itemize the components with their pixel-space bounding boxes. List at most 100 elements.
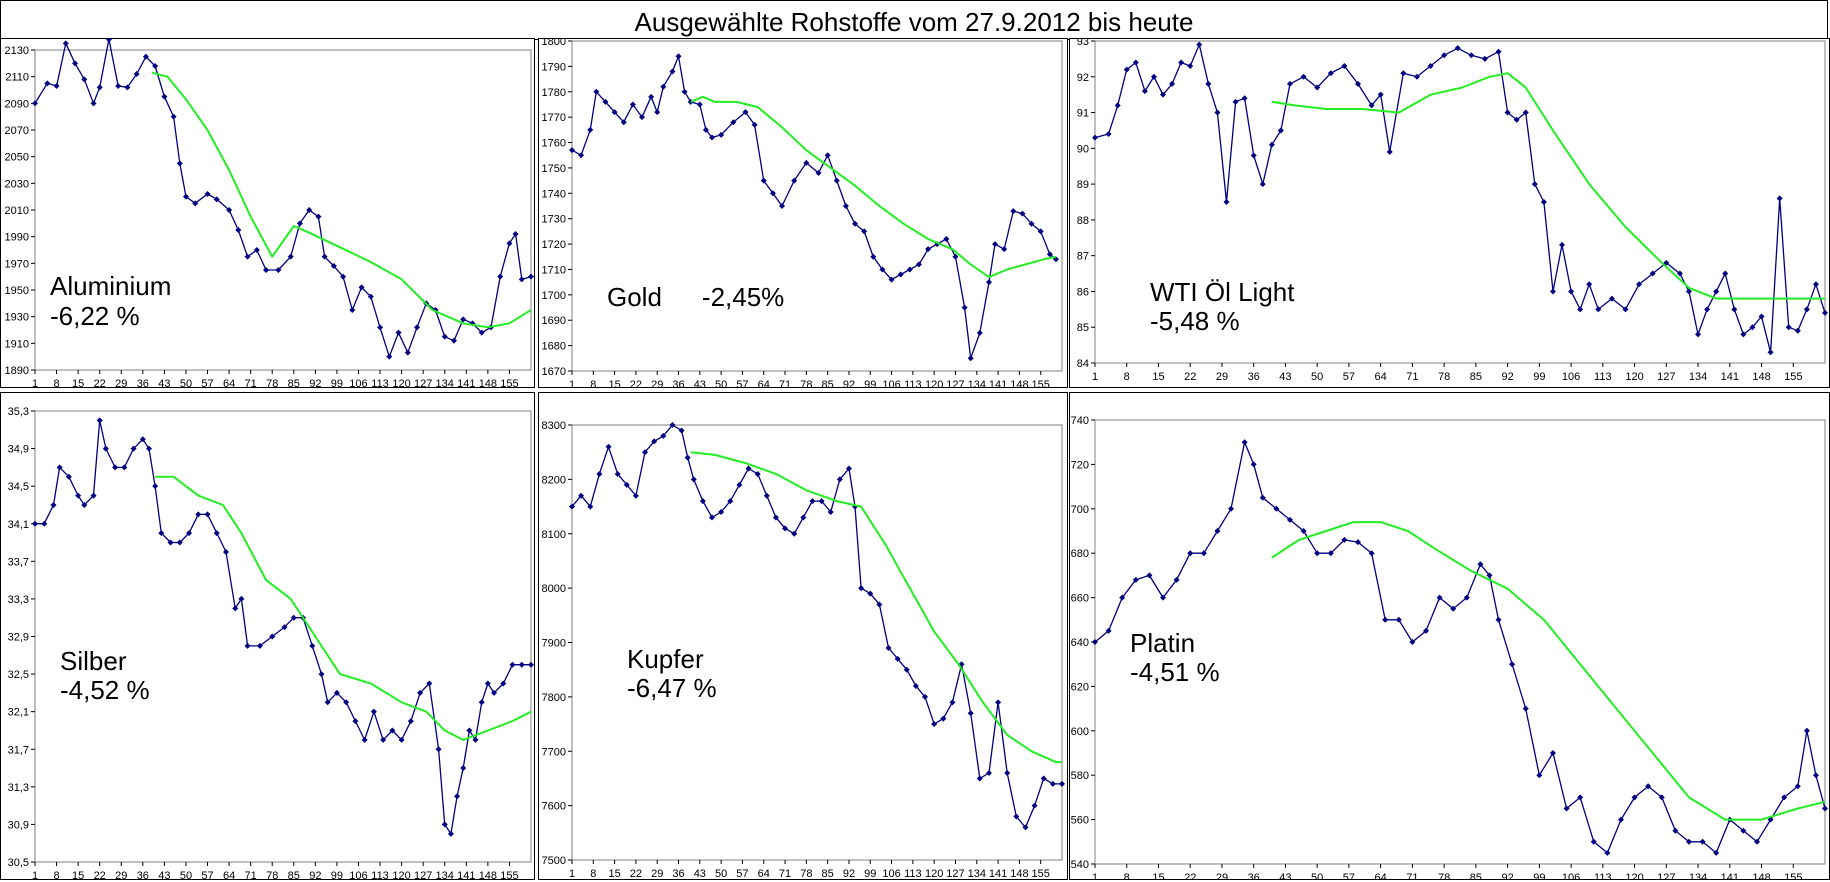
data-point-marker xyxy=(81,501,88,508)
data-point-marker xyxy=(718,509,725,515)
data-point-marker xyxy=(53,83,60,89)
x-tick-label: 71 xyxy=(1406,872,1418,880)
page-title: Ausgewählte Rohstoffe vom 27.9.2012 bis … xyxy=(634,7,1194,37)
data-point-marker xyxy=(961,304,968,311)
x-tick-label: 43 xyxy=(1279,371,1291,383)
data-point-marker xyxy=(1123,66,1130,73)
y-tick-label: 32,1 xyxy=(8,707,29,719)
x-tick-label: 8 xyxy=(1124,872,1130,880)
data-point-marker xyxy=(407,718,414,725)
data-point-marker xyxy=(1286,516,1293,523)
commodity-change-label: -4,51 % xyxy=(1130,657,1220,687)
y-tick-label: 2130 xyxy=(5,45,29,57)
data-point-marker xyxy=(1509,661,1516,668)
x-tick-label: 120 xyxy=(1625,872,1643,880)
data-point-marker xyxy=(75,492,82,499)
data-point-marker xyxy=(1454,45,1461,52)
data-point-marker xyxy=(1169,80,1176,87)
data-point-marker xyxy=(1413,73,1420,80)
x-tick-label: 71 xyxy=(245,378,257,388)
data-point-marker xyxy=(102,445,109,452)
data-point-marker xyxy=(176,160,183,167)
data-point-marker xyxy=(269,633,276,640)
data-point-marker xyxy=(349,307,356,313)
data-point-marker xyxy=(1196,41,1203,48)
data-point-marker xyxy=(1695,331,1702,338)
data-point-marker xyxy=(466,727,473,734)
y-tick-label: 34,5 xyxy=(8,481,29,493)
x-tick-label: 92 xyxy=(309,870,321,880)
y-tick-label: 1580 xyxy=(1069,770,1089,782)
data-point-marker xyxy=(1549,288,1556,295)
x-tick-label: 1 xyxy=(32,870,38,880)
data-point-marker xyxy=(879,266,886,273)
data-point-marker xyxy=(1822,805,1828,812)
data-point-marker xyxy=(596,470,603,477)
data-point-marker xyxy=(1704,306,1711,313)
x-tick-label: 43 xyxy=(694,379,706,388)
x-tick-label: 22 xyxy=(94,870,106,880)
data-point-marker xyxy=(727,498,734,505)
data-point-marker xyxy=(1577,794,1584,801)
x-tick-label: 57 xyxy=(201,378,213,388)
data-point-marker xyxy=(1314,550,1321,557)
data-point-marker xyxy=(142,53,149,60)
data-point-marker xyxy=(182,193,189,200)
data-point-marker xyxy=(669,422,676,428)
data-point-marker xyxy=(1586,281,1593,288)
x-tick-label: 64 xyxy=(1375,872,1387,880)
data-point-marker xyxy=(1785,324,1792,331)
data-point-marker xyxy=(1749,324,1756,331)
data-point-marker xyxy=(1028,220,1035,227)
data-point-marker xyxy=(318,671,325,678)
data-point-marker xyxy=(660,432,667,439)
x-tick-label: 29 xyxy=(1216,872,1228,880)
data-point-marker xyxy=(569,503,575,510)
data-point-marker xyxy=(340,273,347,280)
y-tick-label: 34,9 xyxy=(8,444,29,456)
x-tick-label: 22 xyxy=(630,868,642,880)
data-point-marker xyxy=(361,736,368,743)
data-point-marker xyxy=(1463,594,1470,601)
price-line xyxy=(35,419,531,835)
data-point-marker xyxy=(1803,306,1810,313)
data-point-marker xyxy=(1146,572,1153,579)
data-point-marker xyxy=(1740,827,1747,834)
data-point-marker xyxy=(1214,528,1221,534)
data-point-marker xyxy=(1187,550,1194,557)
data-point-marker xyxy=(491,689,498,696)
y-tick-label: 1720 xyxy=(542,239,566,251)
x-tick-label: 148 xyxy=(479,378,497,388)
data-point-marker xyxy=(213,530,220,537)
data-point-marker xyxy=(330,263,337,269)
data-point-marker xyxy=(441,333,448,340)
data-point-marker xyxy=(769,190,776,197)
data-point-marker xyxy=(569,147,575,154)
x-tick-label: 64 xyxy=(223,378,235,388)
average-line xyxy=(151,71,532,329)
data-point-marker xyxy=(518,276,525,283)
data-point-marker xyxy=(791,530,798,537)
y-tick-label: 1750 xyxy=(542,163,566,175)
data-point-marker xyxy=(1327,70,1334,77)
x-tick-label: 120 xyxy=(392,378,410,388)
y-tick-label: 1760 xyxy=(542,138,566,150)
y-tick-label: 8100 xyxy=(542,529,566,541)
data-point-marker xyxy=(315,213,322,220)
data-point-marker xyxy=(861,228,868,235)
data-point-marker xyxy=(931,721,938,728)
x-tick-label: 113 xyxy=(1594,371,1612,383)
data-point-marker xyxy=(226,207,233,213)
data-point-marker xyxy=(204,191,211,197)
data-point-marker xyxy=(281,624,288,631)
data-point-marker xyxy=(1040,775,1047,782)
data-point-marker xyxy=(1228,505,1235,512)
data-point-marker xyxy=(1422,627,1429,634)
x-tick-label: 22 xyxy=(1184,371,1196,383)
plot-area xyxy=(1094,40,1826,364)
data-point-marker xyxy=(1105,131,1112,138)
data-point-marker xyxy=(675,53,682,60)
data-point-marker xyxy=(253,247,260,253)
data-point-marker xyxy=(213,196,220,203)
data-point-marker xyxy=(377,324,384,331)
